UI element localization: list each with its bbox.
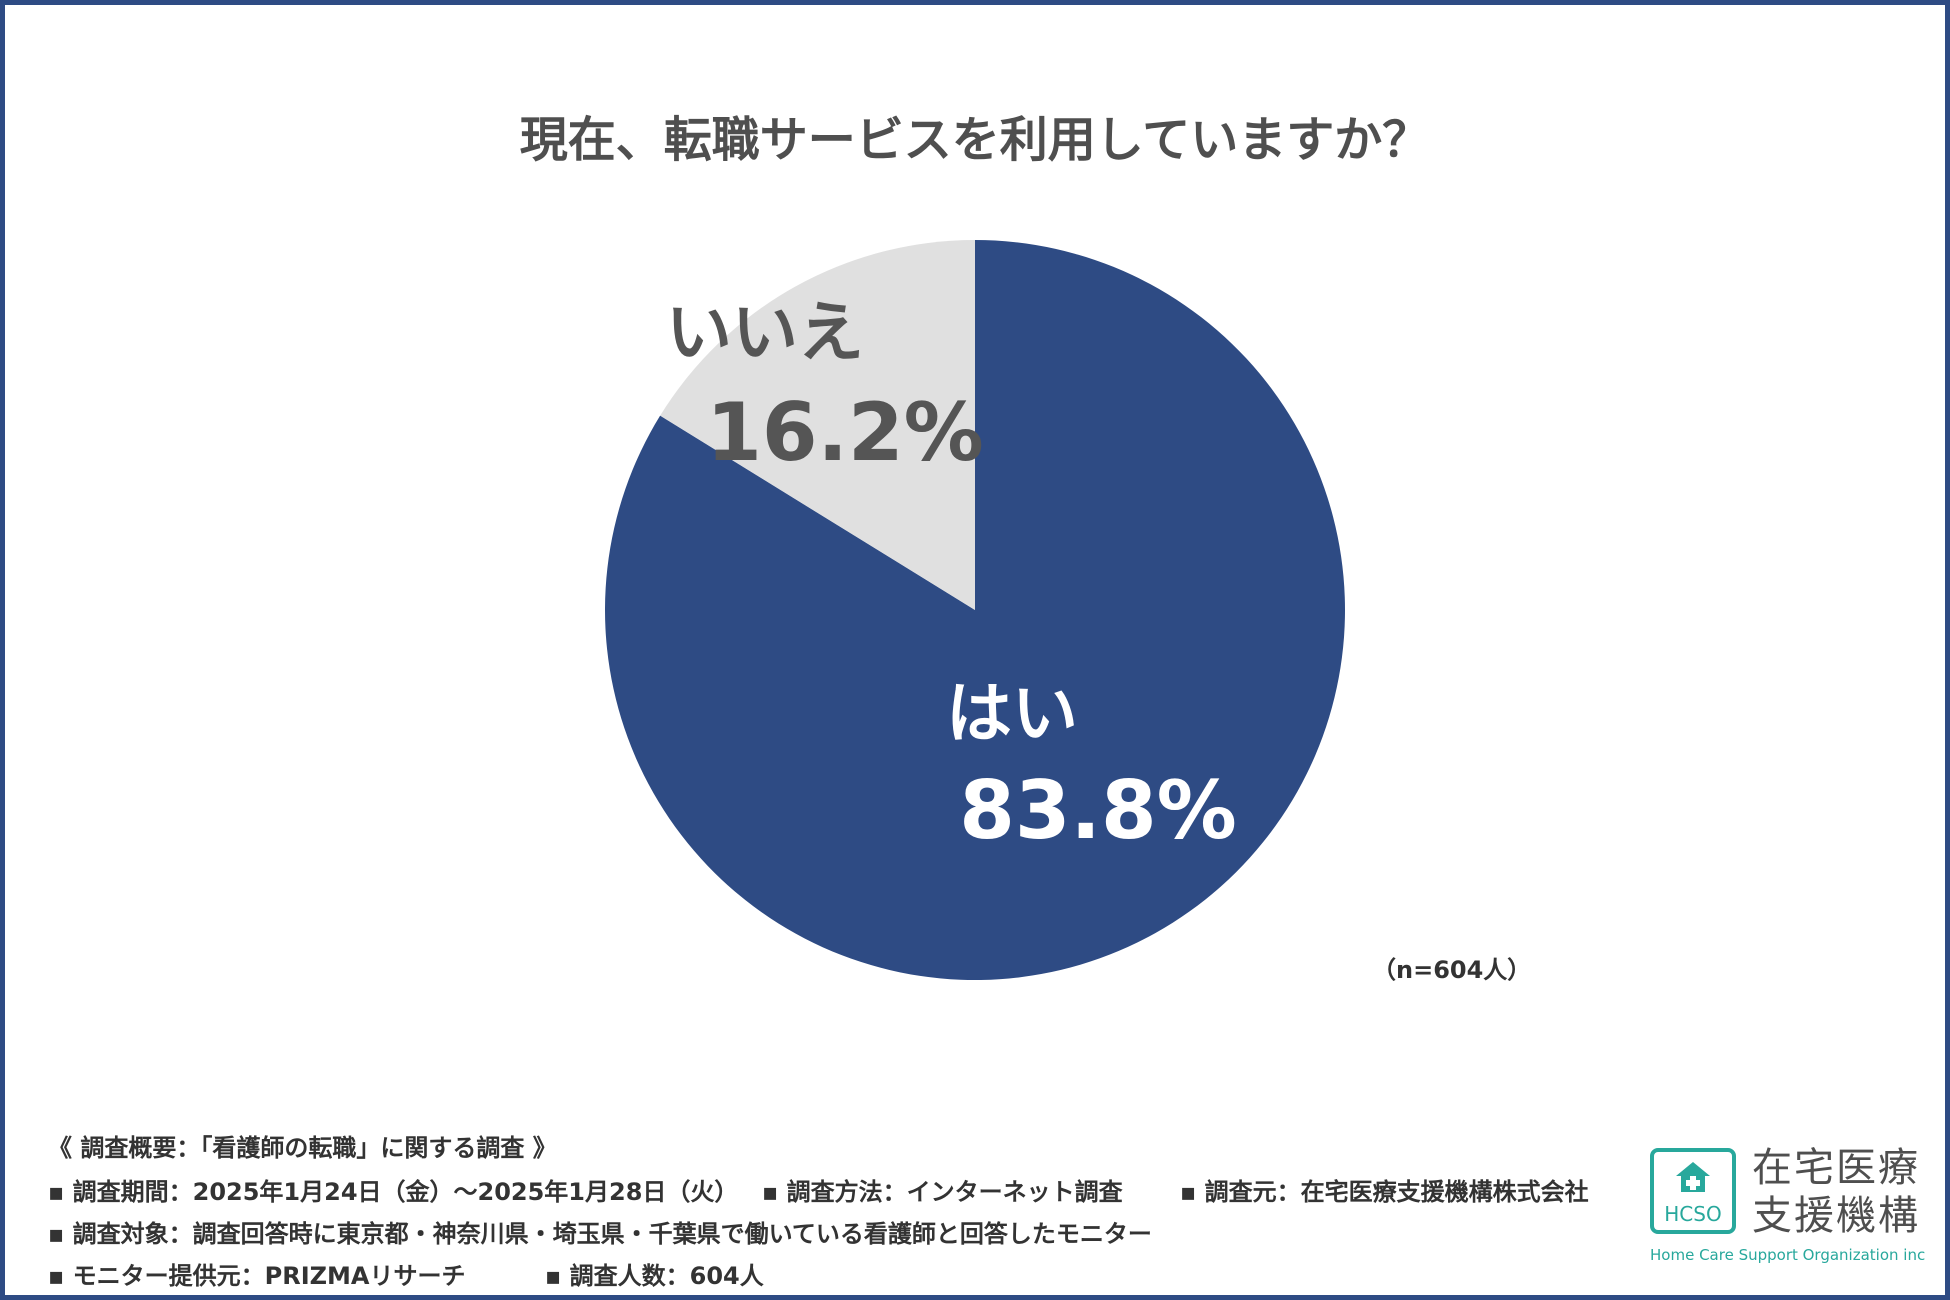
- slice-value-iie: 16.2%: [706, 386, 984, 479]
- footer-target: ▪ 調査対象：調査回答時に東京都・神奈川県・埼玉県・千葉県で働いている看護師と回…: [48, 1220, 1152, 1248]
- footer-source: ▪ 調査元：在宅医療支援機構株式会社: [1180, 1178, 1589, 1206]
- hcso-logo: HCSO: [1650, 1148, 1736, 1234]
- house-cross-icon: [1676, 1162, 1710, 1192]
- slice-label-iie: いいえ: [666, 294, 864, 371]
- sample-size-note: （n=604人）: [1372, 956, 1532, 984]
- footer-count: ▪ 調査人数：604人: [545, 1262, 764, 1290]
- footer-provider: ▪ モニター提供元：PRIZMAリサーチ: [48, 1262, 466, 1290]
- org-name-line2: 支援機構: [1752, 1193, 1920, 1239]
- pie-slice-iie: [660, 240, 975, 610]
- footer-method: ▪ 調査方法：インターネット調査: [762, 1178, 1123, 1206]
- slice-value-hai: 83.8%: [959, 764, 1237, 857]
- footer-heading: 《 調査概要：「看護師の転職」に関する調査 》: [48, 1134, 557, 1162]
- pie-slice-hai: [605, 240, 1346, 981]
- chart-title: 現在、転職サービスを利用していますか？: [519, 112, 1431, 168]
- org-name-en: Home Care Support Organization inc: [1650, 1246, 1926, 1264]
- org-name-line1: 在宅医療: [1752, 1145, 1920, 1191]
- org-name: 在宅医療 支援機構: [1752, 1144, 1932, 1240]
- logo-badge-text: HCSO: [1664, 1202, 1722, 1226]
- slice-label-hai: はい: [946, 675, 1078, 752]
- footer-period: ▪ 調査期間：2025年1月24日（金）～2025年1月28日（火）: [48, 1178, 739, 1206]
